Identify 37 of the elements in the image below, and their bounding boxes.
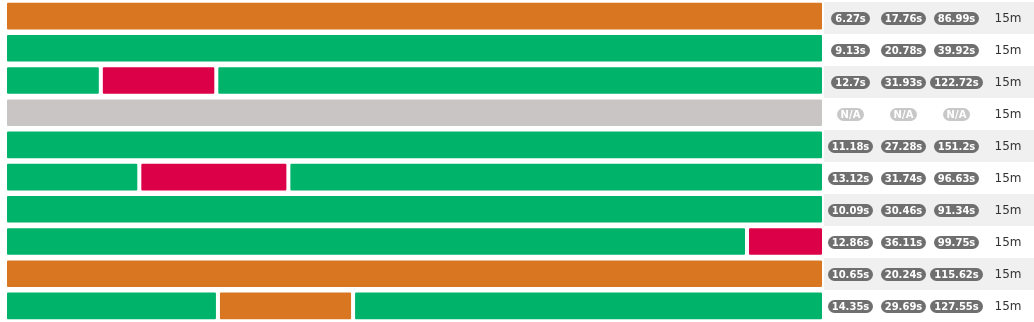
- text: 86.99s: [933, 11, 980, 25]
- text: 13.12s: [827, 171, 874, 185]
- text: 31.74s: [880, 171, 927, 185]
- text: 31.93s: [880, 75, 927, 89]
- text: 15m: [993, 43, 1023, 57]
- text: 96.63s: [933, 171, 980, 185]
- text: 151.2s: [933, 139, 980, 153]
- text: 27.28s: [880, 139, 927, 153]
- text: 39.92s: [933, 43, 980, 57]
- text: 15m: [993, 107, 1023, 121]
- text: 9.13s: [831, 43, 870, 57]
- text: 15m: [993, 139, 1023, 153]
- text: 10.65s: [827, 267, 874, 281]
- text: 30.46s: [880, 203, 927, 217]
- text: 15m: [993, 235, 1023, 249]
- text: 15m: [993, 11, 1023, 25]
- text: 14.35s: [827, 299, 874, 313]
- text: 122.72s: [930, 75, 983, 89]
- text: 36.11s: [880, 235, 927, 249]
- text: 127.55s: [930, 299, 983, 313]
- text: 115.62s: [930, 267, 983, 281]
- text: 20.24s: [880, 267, 927, 281]
- text: 12.86s: [827, 235, 874, 249]
- text: 10.09s: [827, 203, 874, 217]
- text: 15m: [993, 75, 1023, 89]
- text: 20.78s: [880, 43, 927, 57]
- text: 15m: [993, 267, 1023, 281]
- text: 15m: [993, 299, 1023, 313]
- text: 15m: [993, 171, 1023, 185]
- text: 17.76s: [880, 11, 927, 25]
- text: 11.18s: [827, 139, 874, 153]
- text: 91.34s: [933, 203, 980, 217]
- text: 12.7s: [831, 75, 870, 89]
- text: 29.69s: [880, 299, 927, 313]
- text: 6.27s: [831, 11, 870, 25]
- text: 15m: [993, 203, 1023, 217]
- text: 99.75s: [933, 235, 980, 249]
